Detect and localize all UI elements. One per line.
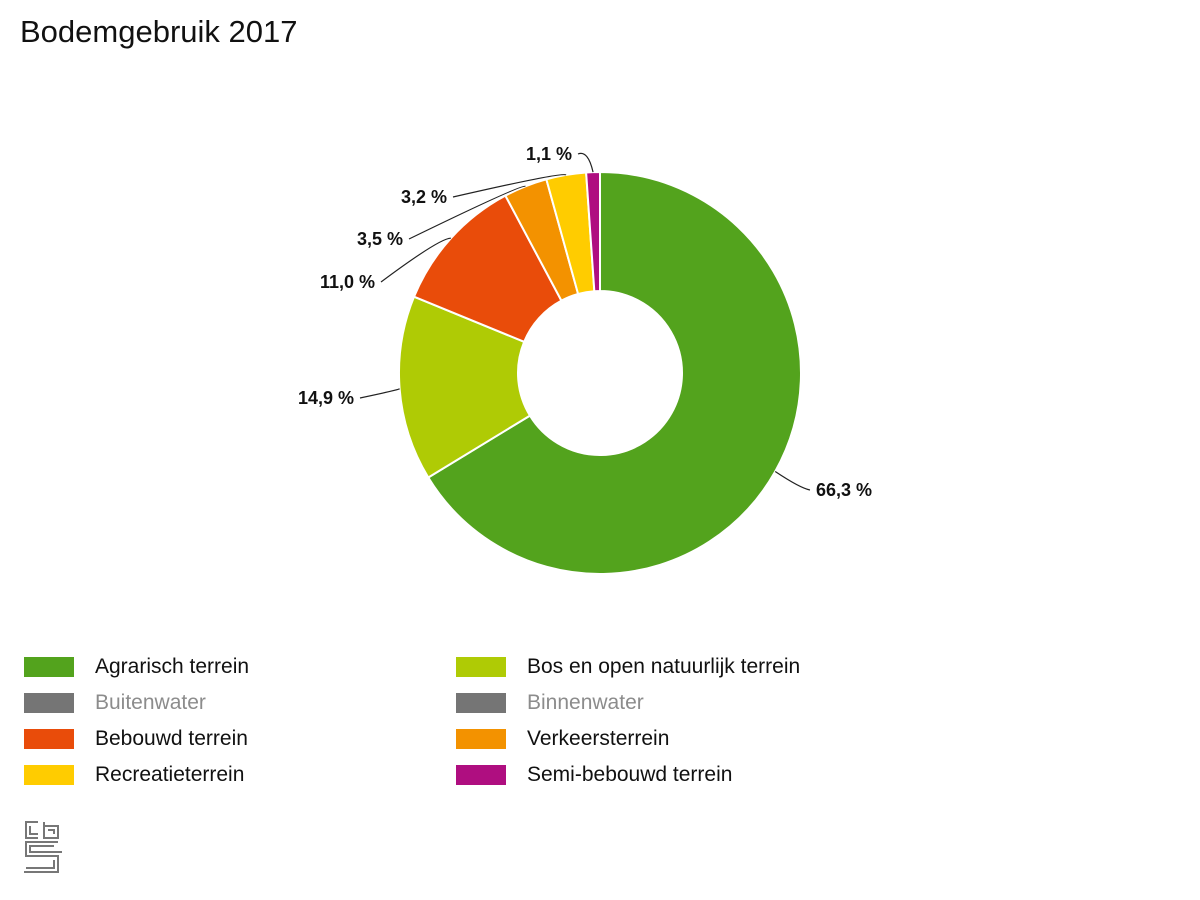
- legend-label: Agrarisch terrein: [95, 655, 250, 678]
- legend-item[interactable]: Bebouwd terrein: [24, 724, 248, 754]
- data-label: 11,0 %: [320, 272, 375, 292]
- data-label: 66,3 %: [816, 480, 872, 500]
- pie-slice-semi-bebouwd-terrein[interactable]: [585, 170, 601, 293]
- data-label: 14,9 %: [298, 388, 354, 408]
- donut-chart: 66,3 % 14,9 % 11,0 % 3,5 % 3,2 % 1,1 %: [298, 144, 872, 575]
- legend-label: Semi-bebouwd terrein: [527, 763, 733, 786]
- leader-line: [408, 185, 526, 240]
- legend-swatch: [24, 765, 74, 785]
- legend-item[interactable]: Recreatieterrein: [24, 760, 244, 790]
- legend-label: Recreatieterrein: [95, 763, 245, 786]
- legend-item[interactable]: Semi-bebouwd terrein: [456, 760, 732, 790]
- data-label: 3,2 %: [401, 187, 447, 207]
- legend-swatch: [456, 765, 506, 785]
- pie-slice-agrarisch-terrein[interactable]: [426, 170, 802, 575]
- leader-line: [577, 152, 594, 173]
- legend-item[interactable]: Verkeersterrein: [456, 724, 669, 754]
- legend-item[interactable]: Binnenwater: [456, 688, 644, 718]
- legend-swatch: [24, 693, 74, 713]
- legend-label: Bebouwd terrein: [95, 727, 248, 750]
- legend-swatch: [456, 693, 506, 713]
- legend-label: Buitenwater: [95, 691, 206, 714]
- legend-swatch: [456, 729, 506, 749]
- legend-item[interactable]: Agrarisch terrein: [24, 652, 249, 682]
- legend-swatch: [24, 657, 74, 677]
- legend-label: Bos en open natuurlijk terrein: [527, 655, 801, 678]
- pie-slice-bos-en-open-natuurlijk-terrein[interactable]: [398, 295, 532, 479]
- legend-item[interactable]: Buitenwater: [24, 688, 206, 718]
- leader-line: [380, 237, 451, 283]
- legend-swatch: [24, 729, 74, 749]
- legend: Agrarisch terrein Bos en open natuurlijk …: [24, 652, 924, 802]
- cbs-logo-icon: [24, 821, 62, 873]
- leader-line: [359, 388, 400, 399]
- legend-swatch: [456, 657, 506, 677]
- data-label: 3,5 %: [357, 229, 403, 249]
- legend-label: Binnenwater: [527, 691, 644, 714]
- chart-title: Bodemgebruik 2017: [20, 14, 298, 49]
- data-label: 1,1 %: [526, 144, 572, 164]
- leader-line: [452, 173, 567, 198]
- leader-line: [774, 470, 811, 491]
- legend-label: Verkeersterrein: [527, 727, 670, 750]
- legend-item[interactable]: Bos en open natuurlijk terrein: [456, 652, 800, 682]
